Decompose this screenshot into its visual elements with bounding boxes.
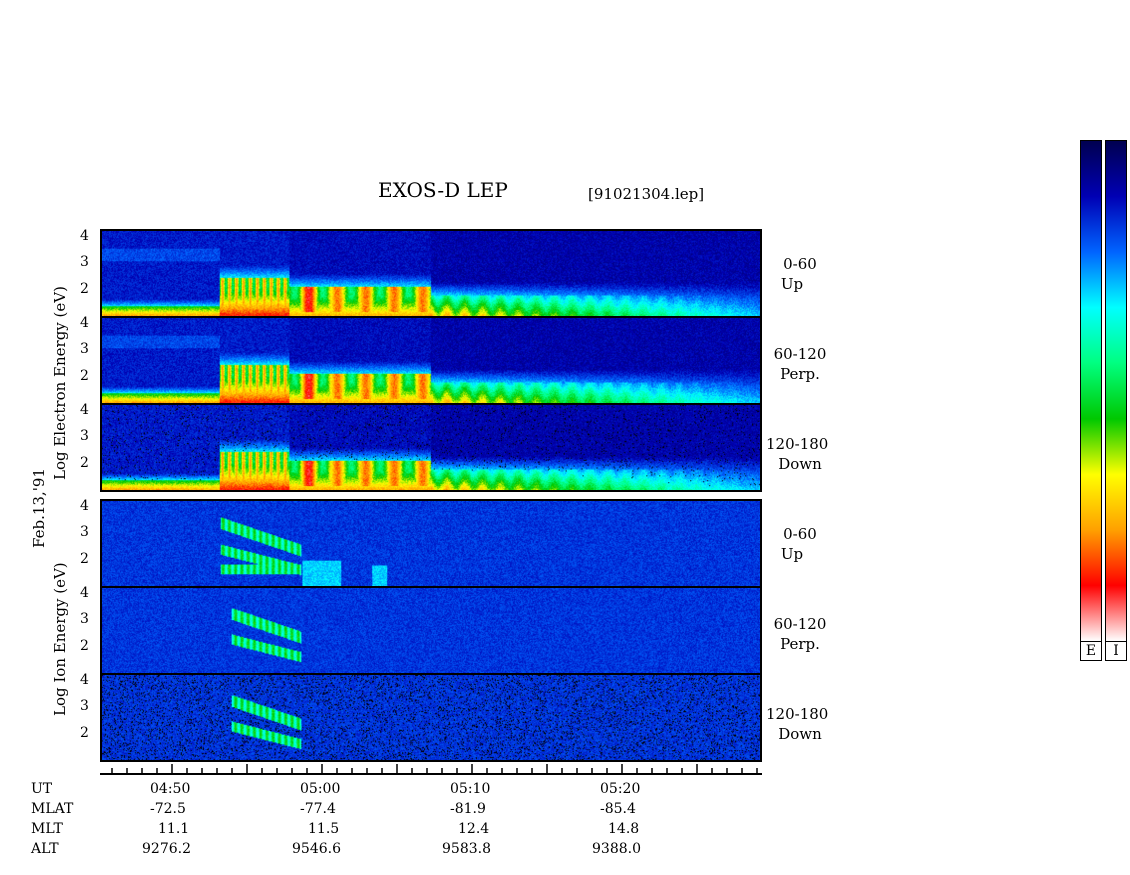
electron-color-bar (1080, 140, 1102, 642)
panel-dir-label: Perp. (780, 365, 820, 383)
panel-dir-label: Up (780, 275, 804, 293)
electron-perp-panel (100, 316, 762, 405)
y-tick-label: 3 (80, 254, 89, 270)
panel-dir-label: Down (778, 725, 822, 743)
ephemeris-row-label: MLT (31, 821, 63, 837)
electron-down-panel (100, 403, 762, 492)
ephemeris-mlt: 11.1 (158, 821, 190, 837)
electron-up-spectrogram (102, 231, 760, 316)
panel-dir-label: Down (778, 455, 822, 473)
y-tick-label: 4 (80, 498, 89, 514)
ion-perp-panel (100, 586, 762, 675)
y-tick-label: 2 (80, 638, 89, 654)
electron-color-bar-label: E (1080, 641, 1102, 661)
ephemeris-mlat: -81.9 (450, 801, 486, 817)
y-tick-label: 4 (80, 315, 89, 331)
ephemeris-ut: 05:10 (450, 781, 491, 797)
ion-down-spectrogram (102, 675, 760, 760)
ephemeris-ut: 05:00 (300, 781, 341, 797)
date-label: Feb.13,'91 (30, 468, 48, 548)
ion-down-panel (100, 673, 762, 762)
y-tick-label: 3 (80, 524, 89, 540)
y-tick-label: 2 (80, 455, 89, 471)
electron-perp-spectrogram (102, 318, 760, 403)
ion-up-panel (100, 499, 762, 588)
y-tick-label: 3 (80, 698, 89, 714)
y-tick-label: 3 (80, 341, 89, 357)
y-tick-label: 4 (80, 585, 89, 601)
panel-pitch-label: 60-120 (773, 615, 827, 633)
y-tick-label: 2 (80, 368, 89, 384)
ephemeris-alt: 9276.2 (142, 841, 191, 857)
y-tick-label: 2 (80, 551, 89, 567)
ephemeris-row-label: UT (31, 781, 53, 797)
ephemeris-mlt: 12.4 (458, 821, 490, 837)
panel-pitch-label: 60-120 (773, 345, 827, 363)
ephemeris-alt: 9388.0 (592, 841, 641, 857)
ephemeris-ut: 05:20 (600, 781, 641, 797)
y-tick-label: 3 (80, 611, 89, 627)
ephemeris-alt: 9583.8 (442, 841, 491, 857)
electron-axis-label: Log Electron Energy (eV) (51, 286, 69, 480)
panel-dir-label: Perp. (780, 635, 820, 653)
ephemeris-mlat: -85.4 (600, 801, 636, 817)
electron-down-spectrogram (102, 405, 760, 490)
panel-pitch-label: 120-180 (766, 435, 829, 453)
panel-pitch-label: 0-60 (783, 255, 817, 273)
panel-dir-label: Up (780, 545, 804, 563)
y-tick-label: 2 (80, 281, 89, 297)
ion-axis-label: Log Ion Energy (eV) (51, 562, 69, 716)
y-tick-label: 4 (80, 228, 89, 244)
time-axis (100, 764, 762, 775)
y-tick-label: 4 (80, 672, 89, 688)
electron-up-panel (100, 229, 762, 318)
ephemeris-mlt: 11.5 (308, 821, 340, 837)
ion-perp-spectrogram (102, 588, 760, 673)
y-tick-label: 2 (80, 725, 89, 741)
panel-pitch-label: 0-60 (783, 525, 817, 543)
ephemeris-mlat: -77.4 (300, 801, 336, 817)
ephemeris-mlat: -72.5 (150, 801, 186, 817)
ephemeris-mlt: 14.8 (608, 821, 640, 837)
panel-pitch-label: 120-180 (766, 705, 829, 723)
chart-title: EXOS-D LEP (378, 178, 508, 202)
ephemeris-ut: 04:50 (150, 781, 191, 797)
ion-color-bar (1105, 140, 1127, 642)
file-label: [91021304.lep] (588, 185, 705, 203)
ephemeris-alt: 9546.6 (292, 841, 341, 857)
y-tick-label: 3 (80, 428, 89, 444)
ephemeris-row-label: MLAT (31, 801, 74, 817)
ion-up-spectrogram (102, 501, 760, 586)
ion-color-bar-label: I (1105, 641, 1127, 661)
y-tick-label: 4 (80, 402, 89, 418)
ephemeris-row-label: ALT (31, 841, 59, 857)
